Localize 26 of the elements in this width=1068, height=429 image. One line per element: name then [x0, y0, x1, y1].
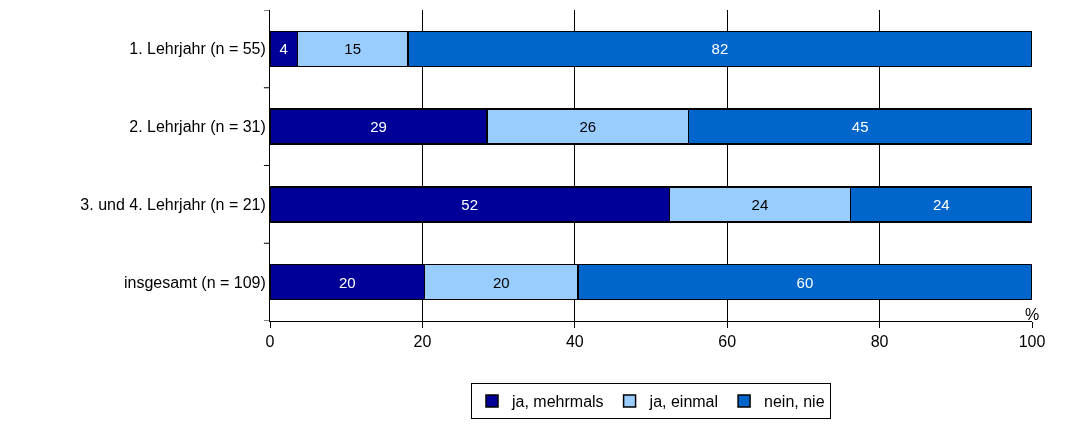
x-tick-label: 0 [265, 333, 275, 351]
data-label: 45 [851, 118, 869, 136]
x-tick-label: 60 [718, 333, 737, 351]
x-tick-label: 20 [413, 333, 432, 351]
data-label: 24 [751, 195, 769, 213]
x-tick-label: 40 [565, 333, 584, 351]
legend-label: ja, mehrmals [511, 393, 604, 411]
y-tick-label: 2. Lehrjahr (n = 31) [129, 118, 266, 136]
y-tick-label: insgesamt (n = 109) [123, 273, 266, 291]
data-label: 52 [461, 195, 478, 213]
x-tick-label: 80 [870, 333, 889, 351]
data-label: 20 [492, 273, 510, 291]
x-axis-title: % [1025, 306, 1040, 323]
data-label: 60 [796, 273, 814, 291]
legend-label: ja, einmal [648, 393, 719, 411]
y-tick-label: 1. Lehrjahr (n = 55) [129, 40, 266, 58]
data-label: 15 [344, 40, 362, 58]
legend-label: nein, nie [764, 393, 825, 411]
y-tick-label: 3. und 4. Lehrjahr (n = 21) [80, 195, 266, 213]
data-label: 82 [711, 40, 729, 58]
data-label: 4 [279, 40, 288, 58]
data-label: 20 [339, 273, 356, 291]
data-label: 29 [370, 118, 387, 136]
data-label: 24 [932, 195, 950, 213]
x-tick-label: 100 [1018, 333, 1046, 351]
data-label: 26 [579, 118, 597, 136]
